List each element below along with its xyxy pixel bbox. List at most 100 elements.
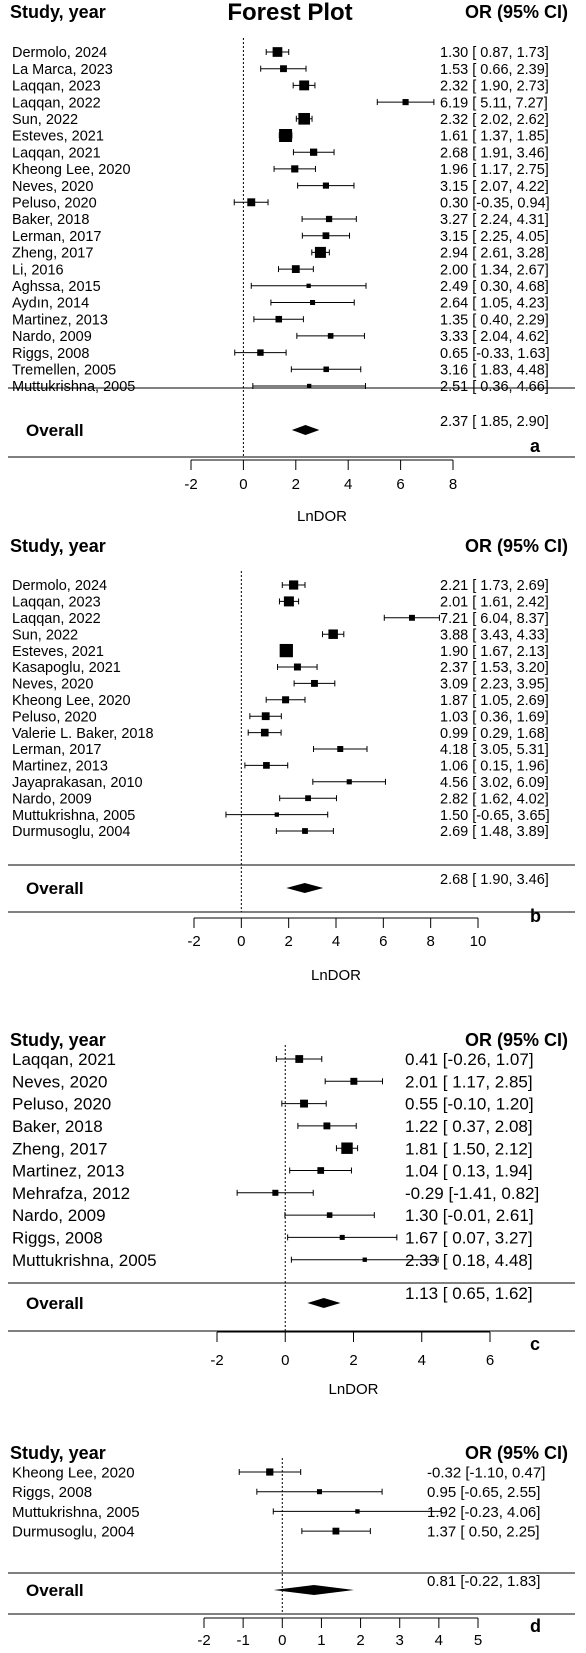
study-ci-text: 2.82 [ 1.62, 4.02]: [440, 791, 549, 807]
study-label: Muttukrishna, 2005: [12, 379, 135, 395]
study-point: [326, 1212, 333, 1218]
overall-ci-text: 0.81 [-0.22, 1.83]: [427, 1573, 540, 1590]
x-tick-label: 5: [474, 1632, 482, 1649]
study-label: Laqqan, 2022: [12, 611, 101, 627]
study-ci-text: 1.50 [-0.65, 3.65]: [440, 808, 550, 824]
study-label: Muttukrishna, 2005: [12, 1504, 140, 1521]
x-tick-label: -2: [197, 1632, 210, 1649]
study-label: Laqqan, 2022: [12, 95, 101, 111]
overall-ci-text: 2.68 [ 1.90, 3.46]: [440, 872, 549, 888]
study-ci-text: 1.96 [ 1.17, 2.75]: [440, 162, 549, 178]
study-point: [323, 366, 329, 373]
x-tick-label: 4: [435, 1632, 443, 1649]
study-ci-text: 1.81 [ 1.50, 2.12]: [405, 1139, 533, 1158]
study-point: [282, 696, 290, 704]
study-ci-text: 3.27 [ 2.24, 4.31]: [440, 212, 549, 228]
study-label: Riggs, 2008: [12, 1229, 103, 1248]
x-tick-label: 3: [396, 1632, 404, 1649]
study-ci-text: 2.69 [ 1.48, 3.89]: [440, 824, 549, 840]
study-ci-text: 0.41 [-0.26, 1.07]: [405, 1050, 534, 1069]
study-ci-text: 2.49 [ 0.30, 4.68]: [440, 279, 549, 295]
x-tick-label: 10: [470, 933, 487, 950]
study-ci-text: 1.90 [ 1.67, 2.13]: [440, 644, 549, 660]
x-tick-label: 1: [317, 1632, 325, 1649]
overall-label: Overall: [26, 1581, 84, 1600]
study-header: Study, year: [10, 2, 106, 22]
panel-label: a: [530, 436, 541, 456]
x-tick-label: -2: [210, 1352, 223, 1369]
study-point: [310, 299, 316, 306]
study-label: Muttukrishna, 2005: [12, 1251, 157, 1270]
study-label: Jayaprakasan, 2010: [12, 775, 143, 791]
study-label: Martinez, 2013: [12, 759, 108, 775]
study-ci-text: 4.18 [ 3.05, 5.31]: [440, 742, 549, 758]
study-ci-text: 1.30 [-0.01, 2.61]: [405, 1206, 534, 1225]
study-point: [305, 795, 311, 802]
study-point: [247, 198, 256, 207]
study-ci-text: 3.33 [ 2.04, 4.62]: [440, 329, 549, 345]
study-label: Nardo, 2009: [12, 791, 92, 807]
study-point: [337, 746, 344, 752]
study-label: Laqqan, 2021: [12, 1050, 116, 1069]
study-label: Neves, 2020: [12, 677, 93, 693]
study-ci-text: 1.04 [ 0.13, 1.94]: [405, 1162, 533, 1181]
study-label: Peluso, 2020: [12, 1095, 111, 1114]
x-tick-label: 4: [332, 933, 340, 950]
study-point: [298, 112, 310, 125]
study-ci-text: 0.55 [-0.10, 1.20]: [405, 1095, 534, 1114]
x-tick-label: 2: [349, 1352, 357, 1369]
x-tick-label: 4: [418, 1352, 426, 1369]
study-ci-text: 1.37 [ 0.50, 2.25]: [427, 1524, 540, 1541]
study-label: Riggs, 2008: [12, 346, 89, 362]
study-ci-text: 3.09 [ 2.23, 3.95]: [440, 677, 549, 693]
study-ci-text: 2.01 [ 1.61, 2.42]: [440, 595, 549, 611]
study-point: [293, 663, 301, 671]
study-ci-text: 1.61 [ 1.37, 1.85]: [440, 129, 549, 145]
study-ci-text: 6.19 [ 5.11, 7.27]: [440, 95, 548, 111]
study-ci-text: 7.21 [ 6.04, 8.37]: [440, 611, 549, 627]
ci-header: OR (95% CI): [465, 536, 568, 556]
x-tick-label: 0: [237, 933, 245, 950]
x-tick-label: 2: [284, 933, 292, 950]
study-point: [279, 129, 293, 142]
x-tick-label: -2: [187, 933, 200, 950]
x-tick-label: 8: [426, 933, 434, 950]
study-ci-text: 1.67 [ 0.07, 3.27]: [405, 1229, 533, 1248]
study-point: [300, 1099, 308, 1108]
study-label: Martinez, 2013: [12, 1162, 124, 1181]
x-tick-label: 8: [449, 476, 457, 493]
study-label: Dermolo, 2024: [12, 45, 107, 61]
study-label: Tremellen, 2005: [12, 363, 116, 379]
study-label: Peluso, 2020: [12, 709, 97, 725]
x-axis-title: LnDOR: [328, 1381, 378, 1398]
overall-ci-text: 2.37 [ 1.85, 2.90]: [440, 414, 549, 430]
x-axis-title: LnDOR: [311, 967, 361, 984]
panel-label: d: [530, 1616, 541, 1636]
panel-label: c: [530, 1334, 540, 1354]
study-ci-text: -0.29 [-1.41, 0.82]: [405, 1184, 539, 1203]
study-label: Esteves, 2021: [12, 644, 104, 660]
study-ci-text: 1.30 [ 0.87, 1.73]: [440, 45, 549, 61]
study-label: Durmusoglu, 2004: [12, 1524, 135, 1541]
x-tick-label: 2: [292, 476, 300, 493]
study-label: Durmusoglu, 2004: [12, 824, 131, 840]
ci-header: OR (95% CI): [465, 1443, 568, 1463]
study-point: [332, 1527, 340, 1535]
study-label: Nardo, 2009: [12, 1206, 106, 1225]
study-ci-text: 2.32 [ 1.90, 2.73]: [440, 79, 549, 95]
study-ci-text: 0.65 [-0.33, 1.63]: [440, 346, 550, 362]
study-ci-text: 2.37 [ 1.53, 3.20]: [440, 660, 549, 676]
study-point: [314, 246, 326, 258]
study-point: [322, 232, 330, 240]
x-tick-label: 6: [379, 933, 387, 950]
study-point: [279, 643, 293, 658]
study-point: [272, 47, 283, 57]
study-ci-text: 1.22 [ 0.37, 2.08]: [405, 1117, 533, 1136]
study-point: [283, 596, 294, 607]
study-ci-text: -0.32 [-1.10, 0.47]: [427, 1464, 545, 1481]
study-label: Muttukrishna, 2005: [12, 808, 135, 824]
study-ci-text: 2.00 [ 1.34, 2.67]: [440, 262, 549, 278]
study-ci-text: 2.94 [ 2.61, 3.28]: [440, 246, 549, 262]
study-ci-text: 3.15 [ 2.25, 4.05]: [440, 229, 549, 245]
